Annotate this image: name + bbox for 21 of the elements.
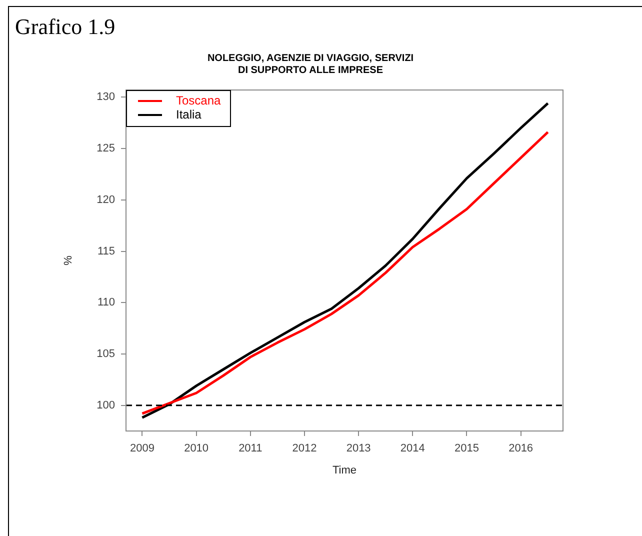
- y-tick-label: 105: [96, 348, 115, 360]
- x-tick-label: 2016: [508, 442, 534, 455]
- x-tick-label: 2013: [346, 442, 371, 455]
- x-tick-label: 2012: [292, 442, 317, 455]
- x-tick-label: 2011: [238, 442, 262, 455]
- x-tick-label: 2010: [184, 442, 209, 455]
- chart-title: NOLEGGIO, AGENZIE DI VIAGGIO, SERVIZI DI SUPPORTO ALLE IMPRESE: [207, 52, 414, 76]
- legend-label: Toscana: [176, 93, 222, 108]
- y-tick-label: 125: [96, 142, 115, 155]
- x-tick-label: 2015: [454, 442, 479, 455]
- x-axis-title: Time: [332, 464, 357, 476]
- y-tick-label: 120: [96, 194, 115, 206]
- x-tick-label: 2009: [130, 442, 154, 455]
- chart-subtitle: Grafico 1.9: [15, 14, 116, 40]
- y-tick-label: 100: [96, 399, 115, 412]
- legend-label: Italia: [176, 107, 202, 122]
- y-axis-title: %: [62, 255, 75, 266]
- y-tick-label: 110: [97, 296, 115, 309]
- y-tick-label: 115: [97, 245, 115, 258]
- x-tick-label: 2014: [400, 442, 425, 455]
- y-tick-label: 130: [96, 91, 115, 104]
